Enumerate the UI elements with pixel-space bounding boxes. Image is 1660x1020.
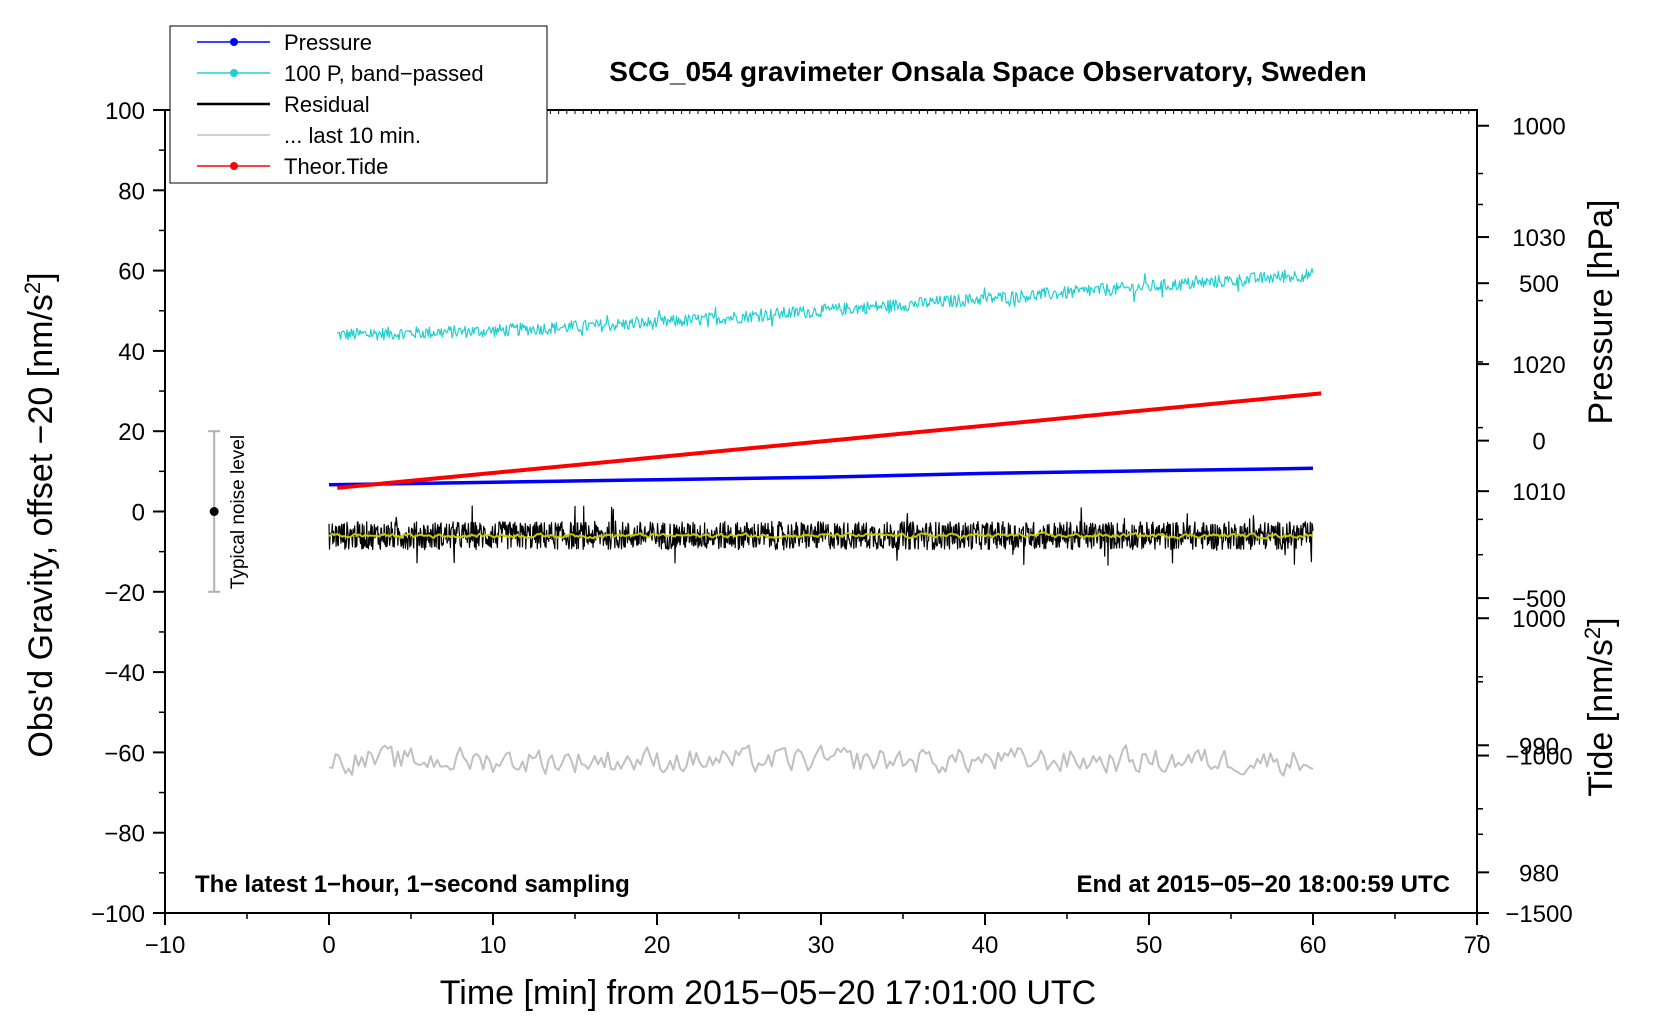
y-tick-label: 60 bbox=[118, 259, 145, 286]
series-pressure bbox=[328, 466, 1314, 487]
pressure-tick-label: 980 bbox=[1519, 860, 1559, 887]
series-theor-tide bbox=[337, 391, 1322, 490]
x-tick-label: 10 bbox=[480, 932, 507, 959]
tide-axis-title-main: Tide [nm/s bbox=[1582, 639, 1620, 796]
tide-axis-title-sup: 2 bbox=[1580, 627, 1605, 639]
annotation-left: The latest 1−hour, 1−second sampling bbox=[195, 871, 630, 898]
legend-label: Theor.Tide bbox=[284, 154, 388, 179]
y-tick-label: 100 bbox=[105, 98, 145, 125]
y-tick-label: −20 bbox=[104, 580, 145, 607]
tide-tick-label: 0 bbox=[1532, 429, 1545, 456]
noise-label: Typical noise level bbox=[228, 435, 249, 589]
y-tick-label: 40 bbox=[118, 339, 145, 366]
pressure-tick-label: 1010 bbox=[1512, 479, 1565, 506]
tide-tick-label: 1000 bbox=[1512, 114, 1565, 141]
x-tick-label: −10 bbox=[145, 932, 186, 959]
pressure-axis-title: Pressure [hPa] bbox=[1582, 200, 1620, 425]
legend: Pressure 100 P, band−passed Residual ... la… bbox=[169, 25, 548, 184]
legend-marker bbox=[230, 38, 238, 46]
pressure-tick-label: 1030 bbox=[1512, 225, 1565, 252]
y-tick-label: 80 bbox=[118, 178, 145, 205]
y-tick-label: 0 bbox=[132, 500, 145, 527]
y-axis-title-sup: 2 bbox=[20, 282, 45, 294]
x-tick-label: 40 bbox=[972, 932, 999, 959]
x-tick-label: 0 bbox=[322, 932, 335, 959]
y-tick-label: −100 bbox=[91, 901, 145, 928]
pressure-tick-label: 1000 bbox=[1512, 606, 1565, 633]
tide-axis-title-tail: ] bbox=[1582, 617, 1620, 626]
axes: −10 0 10 20 30 40 50 60 70−100−80−60−40−20020406… bbox=[91, 98, 1573, 959]
tide-tick-label: −1500 bbox=[1505, 901, 1572, 928]
plot-area bbox=[328, 267, 1322, 777]
legend-label: 100 P, band−passed bbox=[284, 61, 484, 86]
chart-title: SCG_054 gravimeter Onsala Space Observat… bbox=[609, 56, 1366, 87]
x-tick-label: 20 bbox=[644, 932, 671, 959]
series-residual bbox=[328, 505, 1314, 566]
x-tick-label: 60 bbox=[1300, 932, 1327, 959]
noise-bar-center bbox=[209, 507, 219, 516]
pressure-tick-label: 990 bbox=[1519, 733, 1559, 760]
annotation-right: End at 2015−05−20 18:00:59 UTC bbox=[1076, 871, 1450, 898]
y-axis-title-tail: ] bbox=[22, 272, 60, 281]
y-axis-title: Obs'd Gravity, offset −20 [nm/s2] bbox=[20, 272, 60, 757]
noise-indicator bbox=[208, 430, 221, 593]
y-tick-label: −80 bbox=[104, 821, 145, 848]
tide-axis-title: Tide [nm/s2] bbox=[1580, 617, 1620, 796]
pressure-tick-label: 1020 bbox=[1512, 352, 1565, 379]
legend-marker bbox=[230, 162, 238, 170]
tide-tick-label: −500 bbox=[1512, 586, 1566, 613]
tide-tick-label: −1000 bbox=[1505, 744, 1572, 771]
legend-label: Pressure bbox=[284, 30, 372, 55]
plot-frame bbox=[164, 109, 1478, 914]
x-tick-label: 30 bbox=[808, 932, 835, 959]
y-axis-title-main: Obs'd Gravity, offset −20 [nm/s bbox=[22, 294, 60, 757]
legend-marker bbox=[230, 69, 238, 77]
legend-label: ... last 10 min. bbox=[284, 123, 421, 148]
y-tick-label: 20 bbox=[118, 419, 145, 446]
x-tick-label: 50 bbox=[1136, 932, 1163, 959]
x-axis-title: Time [min] from 2015−05−20 17:01:00 UTC bbox=[440, 974, 1096, 1012]
series-100-p-band-passed bbox=[337, 267, 1314, 341]
tide-tick-label: 500 bbox=[1519, 271, 1559, 298]
series-residual-smoothed bbox=[328, 531, 1314, 540]
series-last-10-min bbox=[328, 744, 1314, 777]
y-tick-label: −60 bbox=[104, 740, 145, 767]
legend-label: Residual bbox=[284, 92, 370, 117]
y-tick-label: −40 bbox=[104, 660, 145, 687]
